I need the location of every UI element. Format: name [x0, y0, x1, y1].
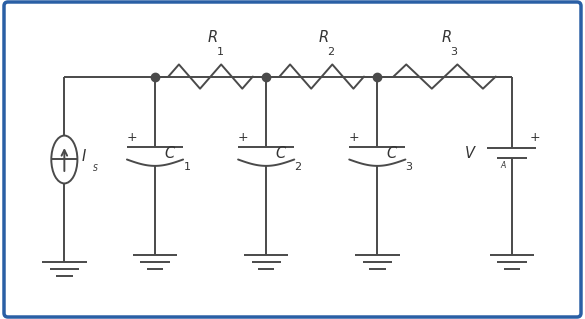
Text: +: + [126, 131, 137, 144]
Text: $R$: $R$ [441, 29, 452, 45]
Text: +: + [530, 131, 541, 144]
Text: $V$: $V$ [464, 145, 477, 161]
Text: $R$: $R$ [207, 29, 218, 45]
Text: $2$: $2$ [294, 160, 302, 172]
FancyBboxPatch shape [4, 2, 581, 317]
Text: $C$: $C$ [275, 145, 287, 161]
Text: $2$: $2$ [327, 45, 335, 57]
Text: $1$: $1$ [216, 45, 223, 57]
Text: $_S$: $_S$ [92, 163, 99, 175]
Text: $_A$: $_A$ [500, 160, 507, 172]
Text: $C$: $C$ [164, 145, 176, 161]
Text: $C$: $C$ [386, 145, 398, 161]
Text: $I$: $I$ [81, 148, 87, 164]
Text: +: + [349, 131, 359, 144]
Text: +: + [238, 131, 248, 144]
Text: $3$: $3$ [405, 160, 414, 172]
Text: $3$: $3$ [450, 45, 457, 57]
Text: $1$: $1$ [183, 160, 191, 172]
Text: $R$: $R$ [318, 29, 329, 45]
